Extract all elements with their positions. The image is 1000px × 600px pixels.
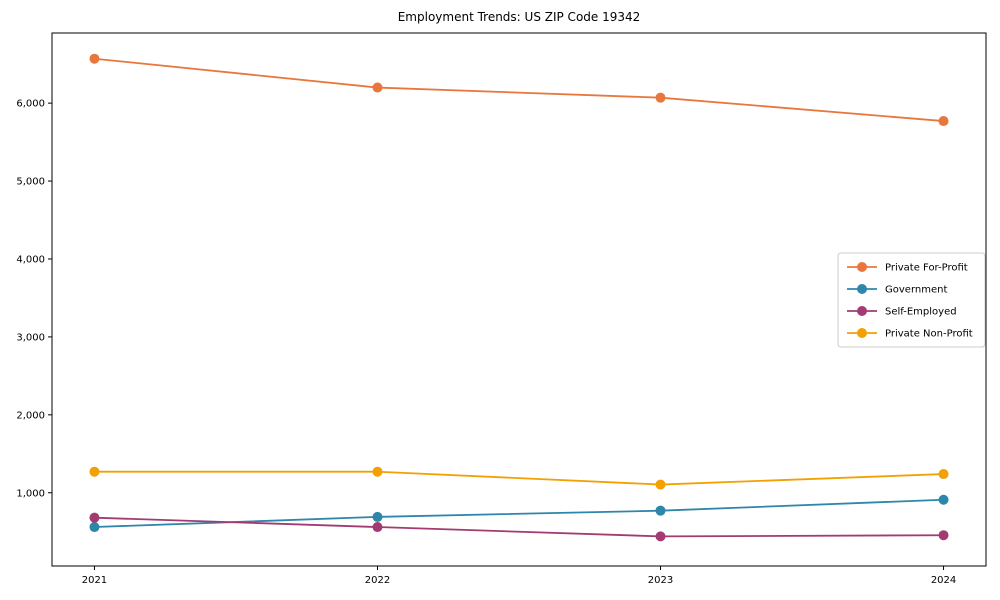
x-tick-label: 2022 [365, 575, 390, 586]
legend-box [837, 252, 986, 348]
y-axis: 1,000 2,000 3,000 4,000 5,000 6,000 [16, 99, 52, 499]
series-line [93, 516, 945, 538]
legend-label: Private Non-Profit [885, 329, 973, 340]
legend-entry-self-employed: Self-Employed [847, 306, 957, 318]
legend-marker [857, 262, 867, 272]
data-point [89, 53, 100, 64]
y-tick-label: 1,000 [16, 488, 45, 499]
y-tick-label: 5,000 [16, 177, 45, 188]
series-line [93, 57, 945, 122]
series-private-for-profit [89, 53, 949, 127]
x-tick-label: 2023 [648, 575, 673, 586]
y-tick-label: 6,000 [16, 99, 45, 110]
legend-label: Self-Employed [885, 307, 957, 318]
legend-marker [857, 306, 867, 316]
x-axis: 2021 2022 2023 2024 [82, 566, 956, 586]
data-point [372, 511, 383, 522]
data-point [655, 479, 666, 490]
data-point [938, 494, 949, 505]
x-tick-label: 2024 [931, 575, 956, 586]
data-point [89, 466, 100, 477]
data-point [89, 522, 100, 533]
data-point [372, 522, 383, 533]
series-line [93, 470, 945, 486]
y-tick-label: 3,000 [16, 332, 45, 343]
legend-entry-private-non-profit: Private Non-Profit [847, 328, 973, 340]
data-point [938, 469, 949, 480]
data-point [655, 505, 666, 516]
data-point [372, 466, 383, 477]
y-tick-label: 4,000 [16, 254, 45, 265]
legend-entry-government: Government [847, 284, 947, 296]
plot-border [51, 32, 987, 567]
data-point [655, 531, 666, 542]
series-private-non-profit [89, 466, 949, 490]
legend-marker [857, 284, 867, 294]
data-point [372, 82, 383, 93]
y-tick-label: 2,000 [16, 410, 45, 421]
x-tick-label: 2021 [82, 575, 107, 586]
data-point [89, 512, 100, 523]
legend: Private For-Profit Government Self-Employe… [837, 252, 986, 348]
legend-entry-private-for-profit: Private For-Profit [847, 262, 968, 274]
data-point [938, 530, 949, 541]
legend-label: Government [885, 285, 947, 296]
series-self-employed [89, 512, 949, 542]
data-point [655, 92, 666, 103]
legend-label: Private For-Profit [885, 263, 968, 274]
legend-marker [857, 328, 867, 338]
data-point [938, 116, 949, 127]
series-line [93, 498, 945, 528]
series-government [89, 494, 949, 533]
chart-title: Employment Trends: US ZIP Code 19342 [397, 10, 641, 24]
